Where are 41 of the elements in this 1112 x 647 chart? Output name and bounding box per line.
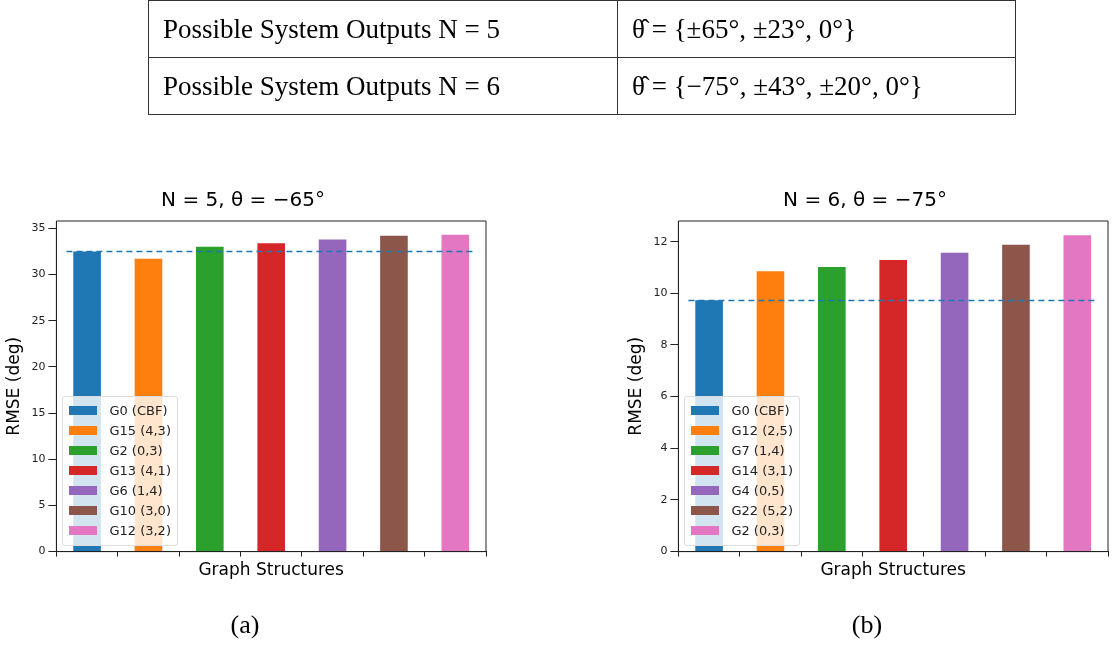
legend-label: G22 (5,2) (731, 503, 793, 519)
y-axis-title: RMSE (deg) (2, 336, 23, 436)
y-axis-title: RMSE (deg) (624, 336, 645, 436)
legend-label: G0 (CBF) (109, 403, 168, 419)
legend-label: G4 (0,5) (731, 483, 785, 499)
legend-label: G12 (3,2) (109, 523, 171, 539)
y-tick-label: 5 (38, 498, 46, 512)
legend-label: G15 (4,3) (109, 423, 171, 439)
legend-label: G6 (1,4) (109, 483, 163, 499)
legend-label: G12 (2,5) (731, 423, 793, 439)
text: Possible System Outputs N = 6 (148, 57, 618, 115)
y-tick-label: 2 (660, 492, 668, 506)
y-tick-label: 12 (653, 234, 668, 248)
legend-label: G14 (3,1) (731, 463, 793, 479)
y-tick-label: 20 (31, 359, 46, 373)
legend-label: G10 (3,0) (109, 503, 171, 519)
chart-title: N = 5, θ = −65° (161, 187, 325, 212)
y-tick-label: 15 (31, 405, 46, 419)
legend-label: G13 (4,1) (109, 463, 171, 479)
legend-label: G7 (1,4) (731, 443, 785, 459)
y-tick-label: 6 (660, 389, 668, 403)
x-axis-title: Graph Structures (820, 559, 967, 580)
y-tick-label: 0 (660, 544, 668, 558)
x-axis-title: Graph Structures (198, 559, 345, 580)
text: (a) (229, 610, 261, 640)
y-tick-label: 0 (38, 544, 46, 558)
legend-label: G2 (0,3) (109, 443, 163, 459)
y-tick-label: 8 (660, 337, 668, 351)
y-tick-label: 4 (660, 441, 668, 455)
y-tick-label: 25 (31, 313, 46, 327)
text: (b) (850, 610, 884, 640)
y-tick-label: 30 (31, 267, 46, 281)
text: θ̂ = {±65°, ±23°, 0°} (617, 0, 1016, 58)
y-tick-label: 10 (653, 286, 668, 300)
legend-label: G0 (CBF) (731, 403, 790, 419)
text: θ̂ = {−75°, ±43°, ±20°, 0°} (617, 57, 1016, 115)
legend-label: G2 (0,3) (731, 523, 785, 539)
y-tick-label: 35 (31, 221, 46, 235)
chart-title: N = 6, θ = −75° (783, 187, 947, 212)
text: Possible System Outputs N = 5 (148, 0, 618, 58)
y-tick-label: 10 (31, 452, 46, 466)
